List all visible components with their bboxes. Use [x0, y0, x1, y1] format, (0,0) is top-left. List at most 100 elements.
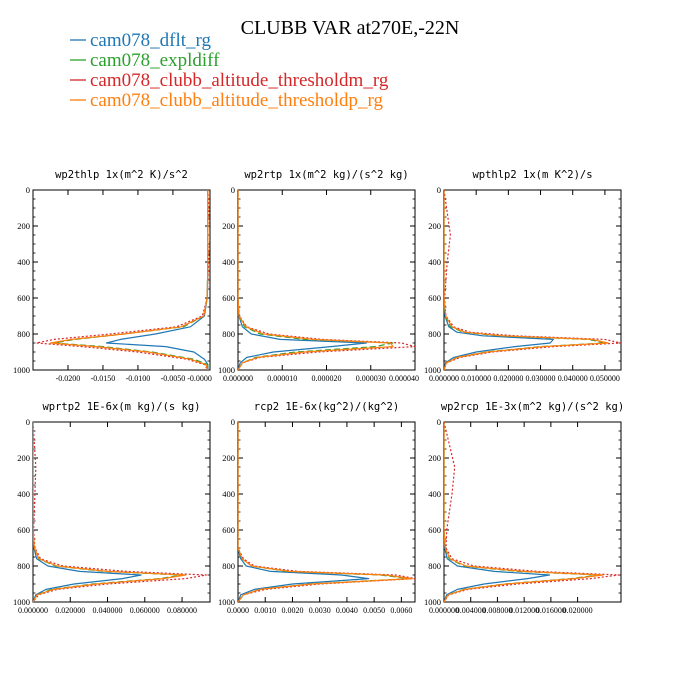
y-tick-label: 800 — [428, 329, 441, 339]
y-tick-label: 0 — [231, 185, 235, 195]
series-line-4 — [33, 422, 187, 602]
y-tick-label: 600 — [17, 525, 30, 535]
chart-panel-4: wprtp2 1E-6x(m kg)/(s kg) 0 200 400 600 800 10… — [13, 401, 211, 615]
x-tick-label: -0.0200 — [56, 374, 81, 383]
x-tick-label: 0.012000 — [509, 606, 539, 615]
x-tick-label: 0.004000 — [456, 606, 486, 615]
x-tick-label: 0.000000 — [223, 374, 253, 383]
series-line-1 — [238, 190, 367, 370]
panels: wp2thlp 1x(m^2 K)/s^2 0 200 400 600 800 1000 -0… — [13, 169, 624, 615]
chart-panel-3: wpthlp2 1x(m K^2)/s 0 200 400 600 800 10000.00… — [424, 169, 622, 383]
chart-title: rcp2 1E-6x(kg^2)/(kg^2) — [254, 401, 399, 413]
x-tick-label: 0.020000 — [493, 374, 523, 383]
chart-panel-6: wp2rcp 1E-3x(m^2 kg)/(s^2 kg)0 200 400 600 8… — [424, 401, 624, 615]
y-tick-label: 800 — [17, 561, 30, 571]
y-tick-label: 0 — [26, 185, 30, 195]
x-tick-label: 0.000000 — [18, 606, 48, 615]
y-tick-label: 200 — [17, 453, 30, 463]
legend-entry: cam078_clubb_altitude_thresholdp_rg — [90, 90, 384, 111]
x-tick-label: 0.030000 — [526, 374, 556, 383]
x-tick-label: 0.000040 — [389, 374, 419, 383]
plot-frame — [32, 189, 211, 371]
chart-title: wprtp2 1E-6x(m kg)/(s kg) — [42, 401, 200, 413]
series-line-4 — [444, 190, 609, 370]
y-tick-label: 600 — [428, 293, 441, 303]
series-line-2 — [238, 190, 394, 370]
x-tick-label: 0.060000 — [130, 606, 160, 615]
x-tick-label: 0.0040 — [336, 606, 358, 615]
y-tick-label: 200 — [428, 221, 441, 231]
series-line-2 — [444, 190, 606, 370]
y-tick-label: 1000 — [218, 597, 235, 607]
chart-title: wp2rtp 1x(m^2 kg)/(s^2 kg) — [244, 169, 408, 181]
plot-frame — [443, 189, 622, 371]
x-tick-label: 0.016000 — [536, 606, 566, 615]
y-tick-label: 600 — [428, 525, 441, 535]
y-tick-label: 0 — [437, 417, 441, 427]
y-tick-label: 200 — [17, 221, 30, 231]
series-line-3 — [33, 422, 207, 602]
y-tick-label: 400 — [17, 257, 30, 267]
series-line-1 — [444, 422, 551, 602]
x-tick-label: 0.0000 — [227, 606, 249, 615]
x-tick-label: 0.080000 — [167, 606, 197, 615]
series-line-4 — [238, 190, 394, 370]
x-tick-label: 0.020000 — [55, 606, 85, 615]
series-line-3 — [444, 422, 620, 602]
series-line-4 — [49, 190, 209, 370]
x-tick-label: 0.0020 — [281, 606, 303, 615]
legend-entry: cam078_expldiff — [90, 50, 220, 71]
y-tick-label: 400 — [222, 257, 235, 267]
chart-panel-1: wp2thlp 1x(m^2 K)/s^2 0 200 400 600 800 1000 -0… — [13, 169, 212, 383]
series-line-1 — [444, 190, 555, 370]
series-line-1 — [33, 422, 142, 602]
x-tick-label: 0.000000 — [429, 606, 459, 615]
y-tick-label: 200 — [222, 453, 235, 463]
chart-panel-2: wp2rtp 1x(m^2 kg)/(s^2 kg) 0 200 400 600 800 1… — [218, 169, 419, 383]
x-tick-label: 0.0060 — [390, 606, 412, 615]
series-line-4 — [444, 422, 604, 602]
x-tick-label: -0.0050 — [161, 374, 186, 383]
y-tick-label: 800 — [17, 329, 30, 339]
x-tick-label: 0.020000 — [563, 606, 593, 615]
y-tick-label: 400 — [428, 257, 441, 267]
x-tick-label: 0.050000 — [590, 374, 620, 383]
x-tick-label: -0.0000 — [187, 374, 212, 383]
y-tick-label: 0 — [231, 417, 235, 427]
legend-entry: cam078_dflt_rg — [90, 30, 212, 51]
y-tick-label: 0 — [26, 417, 30, 427]
chart-title: wp2thlp 1x(m^2 K)/s^2 — [55, 169, 188, 181]
x-tick-label: 0.000020 — [312, 374, 342, 383]
y-tick-label: 200 — [222, 221, 235, 231]
series-line-2 — [33, 422, 183, 602]
x-tick-label: -0.0150 — [91, 374, 116, 383]
y-tick-label: 1000 — [218, 365, 235, 375]
x-tick-label: 0.008000 — [482, 606, 512, 615]
x-tick-label: 0.010000 — [461, 374, 491, 383]
y-tick-label: 1000 — [424, 365, 441, 375]
series-line-1 — [238, 422, 370, 602]
y-tick-label: 400 — [222, 489, 235, 499]
x-tick-label: 0.040000 — [558, 374, 588, 383]
chart-title: wpthlp2 1x(m K^2)/s — [472, 169, 592, 181]
y-tick-label: 800 — [222, 329, 235, 339]
y-tick-label: 1000 — [13, 365, 30, 375]
series-line-2 — [444, 422, 600, 602]
chart-panel-5: rcp2 1E-6x(kg^2)/(kg^2) 0 200 400 600 800 1000… — [218, 401, 416, 615]
y-tick-label: 800 — [222, 561, 235, 571]
y-tick-label: 0 — [437, 185, 441, 195]
y-tick-label: 600 — [222, 293, 235, 303]
y-tick-label: 1000 — [13, 597, 30, 607]
x-tick-label: 0.000000 — [429, 374, 459, 383]
series-line-3 — [35, 190, 210, 370]
x-tick-label: 0.000030 — [356, 374, 386, 383]
y-tick-label: 400 — [428, 489, 441, 499]
x-tick-label: 0.0050 — [363, 606, 385, 615]
x-tick-label: -0.0100 — [126, 374, 151, 383]
figure-title: CLUBB VAR at270E,-22N — [241, 17, 460, 39]
series-line-3 — [444, 190, 621, 370]
y-tick-label: 800 — [428, 561, 441, 571]
series-line-3 — [238, 190, 415, 370]
